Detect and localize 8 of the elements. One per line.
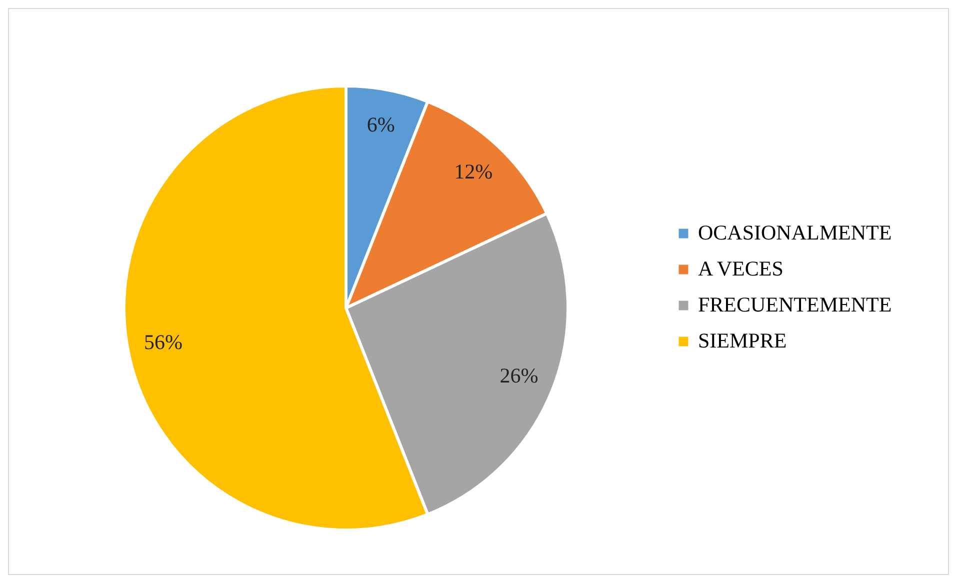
legend-label: OCASIONALMENTE [698,220,892,244]
data-label: 56% [144,330,183,354]
legend-label: SIEMPRE [698,328,787,352]
legend-label: A VECES [698,256,784,280]
data-label: 26% [500,363,538,388]
data-label: 6% [366,112,395,136]
legend-label: FRECUENTEMENTE [698,292,892,316]
data-label: 12% [454,159,493,184]
